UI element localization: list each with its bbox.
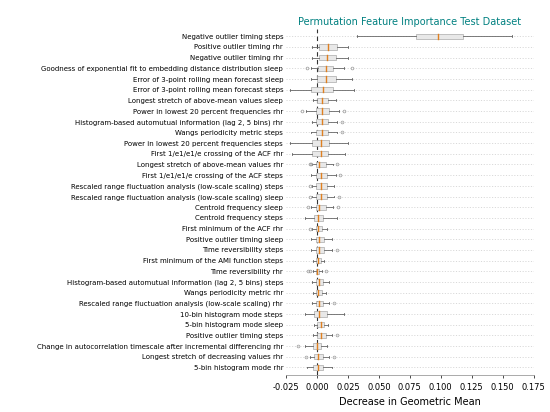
Bar <box>312 151 328 157</box>
Bar <box>316 173 327 178</box>
Bar <box>318 66 333 71</box>
Bar <box>316 258 321 263</box>
Title: Permutation Feature Importance Test Dataset: Permutation Feature Importance Test Data… <box>298 16 521 27</box>
Bar <box>316 279 323 285</box>
Bar <box>316 108 329 114</box>
Bar <box>315 215 323 220</box>
Bar <box>316 183 327 189</box>
Bar <box>317 322 324 328</box>
Bar <box>315 311 327 317</box>
Bar <box>320 55 335 60</box>
Bar <box>317 76 336 82</box>
Bar <box>316 290 322 295</box>
Bar <box>316 119 328 124</box>
Bar <box>315 354 323 359</box>
Bar <box>316 301 323 306</box>
Bar <box>316 236 324 242</box>
Bar <box>317 333 326 338</box>
Bar <box>316 269 320 274</box>
Bar <box>316 130 328 135</box>
Bar <box>316 204 326 210</box>
Bar <box>316 194 327 199</box>
Bar <box>312 140 329 146</box>
X-axis label: Decrease in Geometric Mean: Decrease in Geometric Mean <box>339 397 481 407</box>
Bar <box>314 365 323 370</box>
Bar <box>314 344 321 349</box>
Bar <box>416 34 463 39</box>
Bar <box>320 44 337 50</box>
Bar <box>316 226 322 231</box>
Bar <box>317 98 328 103</box>
Bar <box>316 162 326 167</box>
Bar <box>311 87 333 92</box>
Bar <box>316 247 324 253</box>
